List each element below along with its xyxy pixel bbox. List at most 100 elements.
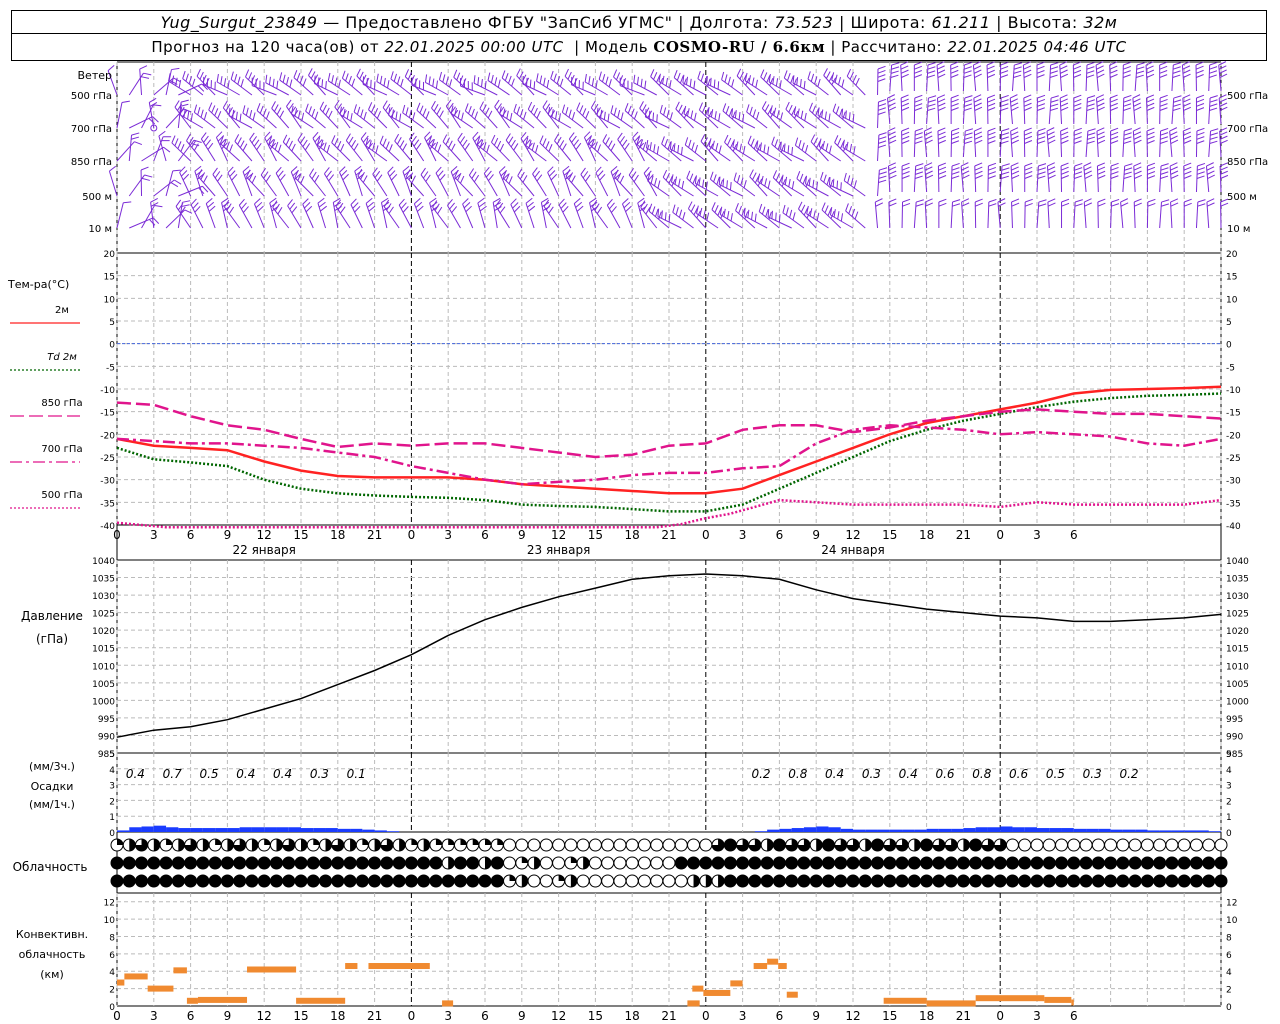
wind-barb-feather (964, 95, 973, 99)
wind-barb-shaft (950, 202, 953, 229)
wind-barb-feather (813, 210, 816, 219)
wind-level-label: 10 м (89, 224, 112, 235)
wind-barb-shaft (913, 166, 917, 193)
pres-tick-right: 1020 (1226, 627, 1249, 637)
temp-tick-left: -10 (100, 386, 115, 396)
temp-tick-right: -20 (1226, 431, 1241, 441)
wind-barb-feather (457, 172, 462, 181)
wind-barb-feather (630, 108, 635, 117)
cloud-symbol-mid (674, 856, 688, 870)
wind-barb-feather (396, 76, 401, 85)
wind-barb-feather (613, 107, 617, 116)
wind-barb-feather (763, 144, 766, 153)
precip-bar (987, 827, 1001, 832)
cloud-symbol-high (1153, 838, 1167, 852)
wind-barb-feather (901, 106, 910, 111)
wind-barb-feather (666, 109, 670, 118)
wind-barb-feather (479, 101, 484, 109)
wind-barb-shaft (435, 172, 449, 197)
wind-barb-feather (148, 118, 156, 125)
wind-barb-feather (1146, 65, 1154, 70)
wind-barb-feather (1000, 65, 1009, 70)
wind-barb-feather (1123, 65, 1131, 70)
wind-barb-feather (780, 112, 784, 121)
wind-barb-feather (619, 175, 625, 184)
wind-barb-feather (888, 202, 897, 207)
hour-label-bottom: 6 (187, 1009, 195, 1023)
cloud-symbol-mid (772, 856, 786, 870)
wind-barb-feather (550, 173, 558, 181)
wind-barb-feather (242, 206, 249, 213)
cloud-symbol-high-fill (963, 839, 970, 851)
cloud-symbol-high-fill (736, 839, 749, 852)
wind-barb-feather (297, 132, 303, 141)
wind-barb-shaft (362, 83, 388, 96)
wind-barb-feather (289, 79, 293, 88)
wind-barb-shaft (165, 209, 186, 229)
wind-barb-feather (1038, 163, 1047, 167)
wind-barb-feather (963, 107, 972, 111)
wind-barb-feather (878, 140, 887, 144)
precip-bar (975, 827, 988, 832)
precip-bar (1049, 828, 1062, 832)
wind-barb-feather (961, 198, 970, 203)
wind-barb-feather (1159, 103, 1168, 107)
wind-barb-shaft (683, 113, 707, 129)
wind-barb-feather (1110, 162, 1119, 167)
wind-barb-feather (559, 140, 565, 148)
wind-barb-shaft (525, 203, 535, 229)
wind-barb-shaft (342, 77, 363, 96)
hour-label-temp: 3 (150, 528, 158, 542)
wind-barb-shaft (177, 202, 183, 229)
wind-barb-feather (1073, 74, 1082, 78)
wind-barb-feather (753, 141, 758, 150)
wind-barb-feather (576, 205, 584, 212)
wind-barb-feather (1073, 65, 1082, 70)
wind-barb-feather (723, 208, 726, 217)
wind-barb-feather (445, 137, 450, 145)
wind-barb-feather (951, 162, 960, 167)
wind-barb-feather (642, 203, 648, 212)
cloud-symbol-low (674, 874, 688, 888)
wind-barb-shaft (1205, 166, 1210, 193)
wind-barb-shaft (1023, 97, 1026, 125)
wind-barb-feather (231, 173, 238, 181)
wind-barb-feather (901, 175, 910, 179)
wind-barb-feather (1183, 170, 1192, 175)
wind-barb-feather (510, 198, 517, 205)
wind-barb-feather (1013, 66, 1022, 70)
wind-barb-feather (253, 139, 260, 147)
wind-barb-shaft (637, 202, 645, 229)
wind-barb-feather (584, 131, 591, 138)
wind-barb-feather (616, 72, 621, 81)
wind-barb-feather (735, 141, 739, 150)
cloud-symbol-mid (429, 856, 443, 870)
wind-barb-feather (1147, 198, 1156, 203)
wind-barb-feather (902, 198, 911, 203)
cloud-symbol-mid (453, 856, 467, 870)
wind-barb-feather (1036, 61, 1045, 66)
wind-barb-feather (703, 76, 708, 85)
wind-barb-shaft (761, 108, 780, 129)
wind-barb-feather (1011, 170, 1020, 175)
cloud-symbol-low (1116, 874, 1130, 888)
wind-barb-shaft (1109, 64, 1112, 92)
wind-barb-feather (287, 199, 293, 207)
wind-barb-feather (226, 203, 232, 211)
wind-barb-shaft (442, 141, 461, 162)
wind-barb-feather (1170, 198, 1179, 203)
wind-barb-shaft (365, 203, 376, 229)
wind-barb-shaft (491, 141, 510, 162)
wind-barb-feather (387, 80, 390, 89)
wind-barb-feather (109, 165, 117, 172)
wind-barb-shaft (108, 170, 118, 197)
wind-barb-feather (334, 99, 340, 108)
cloud-symbol-low (539, 874, 553, 888)
wind-barb-feather (207, 142, 214, 150)
wind-barb-feather (900, 69, 909, 74)
wind-barb-feather (891, 62, 900, 66)
wind-barb-feather (220, 76, 223, 85)
wind-barb-feather (888, 102, 896, 107)
cloud-symbol-mid-fill (448, 857, 455, 869)
